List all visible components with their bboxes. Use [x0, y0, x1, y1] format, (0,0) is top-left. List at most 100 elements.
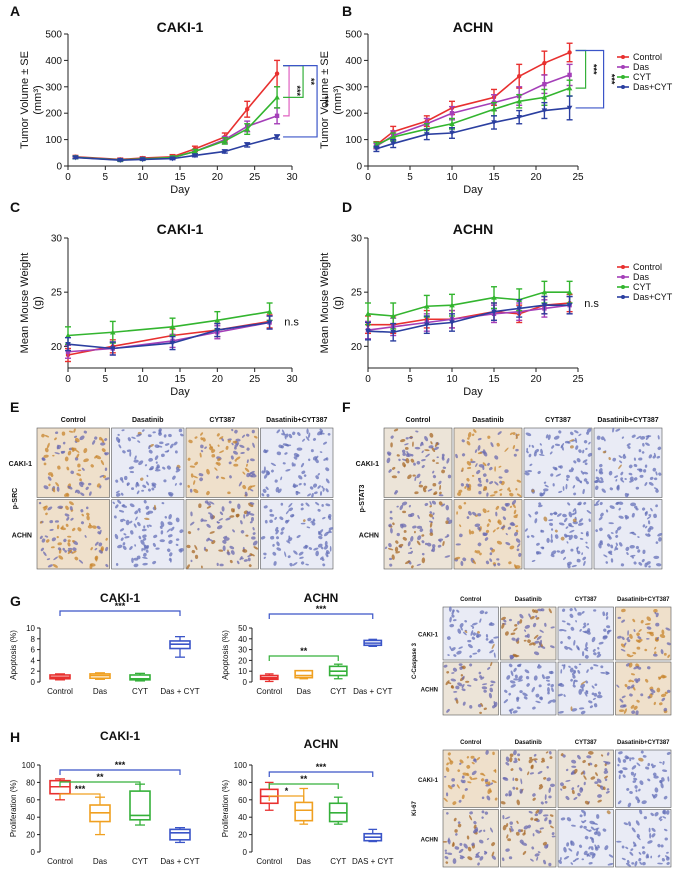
y-tick-label: 0	[31, 848, 36, 857]
y-tick-label: 500	[345, 30, 362, 41]
cell-nucleus	[597, 794, 602, 798]
cell-nucleus	[532, 833, 535, 837]
cell-nucleus	[624, 755, 629, 760]
cell-nucleus	[198, 473, 204, 477]
cell-nucleus	[509, 753, 514, 757]
cell-nucleus	[451, 614, 455, 618]
cell-nucleus	[64, 550, 67, 553]
data-point	[214, 317, 221, 323]
cell-nucleus	[94, 541, 99, 546]
series-line-Das+CYT	[75, 136, 278, 161]
cell-nucleus	[633, 777, 638, 781]
cell-nucleus	[474, 449, 478, 453]
cell-nucleus	[657, 435, 660, 440]
cell-nucleus	[129, 520, 133, 524]
cell-nucleus	[450, 647, 456, 652]
cell-nucleus	[639, 780, 644, 786]
cell-nucleus	[582, 556, 587, 561]
cell-nucleus	[501, 506, 507, 512]
cell-nucleus	[437, 544, 442, 548]
cell-nucleus	[606, 752, 610, 756]
cell-nucleus	[56, 486, 60, 492]
cell-nucleus	[457, 492, 462, 496]
cell-nucleus	[432, 512, 435, 516]
cell-nucleus	[586, 431, 589, 435]
cell-nucleus	[391, 554, 395, 560]
cell-nucleus	[230, 550, 235, 555]
cell-nucleus	[140, 477, 144, 481]
data-point	[65, 349, 71, 354]
cell-nucleus	[276, 451, 282, 456]
cell-nucleus	[606, 625, 611, 629]
cell-nucleus	[527, 639, 531, 644]
cell-nucleus	[614, 545, 617, 551]
y-tick-label: 25	[351, 288, 363, 299]
data-point	[365, 311, 371, 317]
cell-nucleus	[200, 437, 204, 441]
cell-nucleus	[505, 533, 508, 536]
cell-nucleus	[501, 857, 505, 862]
cell-nucleus	[634, 505, 638, 509]
cell-nucleus	[43, 485, 49, 490]
cell-nucleus	[646, 638, 650, 640]
legend-label: Das+CYT	[633, 82, 673, 92]
box	[129, 790, 151, 821]
cell-nucleus	[473, 824, 477, 829]
cell-nucleus	[89, 564, 93, 569]
cell-nucleus	[493, 490, 498, 494]
cell-nucleus	[585, 690, 589, 695]
cell-nucleus	[629, 791, 633, 794]
cell-nucleus	[247, 557, 251, 562]
cell-nucleus	[469, 705, 473, 709]
cell-nucleus	[502, 777, 508, 780]
cell-nucleus	[644, 510, 648, 516]
cell-nucleus	[429, 520, 433, 523]
cell-nucleus	[92, 440, 96, 445]
cell-nucleus	[645, 435, 650, 441]
cell-nucleus	[658, 472, 662, 476]
cell-nucleus	[532, 793, 536, 797]
data-point	[266, 320, 273, 326]
cell-nucleus	[146, 524, 149, 528]
cell-nucleus	[61, 431, 66, 436]
micrograph-column-label: Dasatinib+CYT387	[266, 417, 327, 424]
cell-nucleus	[462, 779, 466, 784]
cell-nucleus	[56, 535, 59, 539]
cell-nucleus	[317, 473, 321, 476]
cell-nucleus	[568, 848, 573, 852]
cell-nucleus	[534, 853, 540, 857]
cell-nucleus	[446, 812, 449, 815]
cell-nucleus	[536, 542, 540, 546]
cell-nucleus	[470, 530, 475, 535]
cell-nucleus	[54, 437, 57, 441]
cell-nucleus	[249, 521, 253, 524]
data-point	[274, 134, 280, 140]
cell-nucleus	[531, 444, 535, 448]
cell-nucleus	[630, 684, 635, 689]
data-point	[390, 330, 396, 336]
cell-nucleus	[475, 550, 481, 554]
cell-nucleus	[619, 769, 624, 774]
cell-nucleus	[600, 436, 605, 440]
cell-nucleus	[559, 465, 563, 469]
legend-marker	[621, 75, 625, 79]
cell-nucleus	[115, 490, 120, 494]
cell-nucleus	[626, 443, 631, 447]
y-tick-label: 60	[26, 796, 35, 805]
cell-nucleus	[546, 679, 550, 682]
cell-nucleus	[104, 467, 108, 471]
panel-letter-E: E	[10, 399, 19, 415]
cell-nucleus	[548, 519, 554, 522]
cell-nucleus	[187, 531, 192, 535]
cell-nucleus	[549, 783, 556, 788]
cell-nucleus	[461, 688, 466, 692]
cell-nucleus	[147, 434, 152, 438]
cell-nucleus	[617, 757, 621, 764]
cell-nucleus	[577, 612, 582, 616]
cell-nucleus	[266, 493, 270, 498]
cell-nucleus	[430, 441, 433, 445]
cell-nucleus	[414, 491, 419, 495]
cell-nucleus	[158, 432, 162, 436]
cell-nucleus	[629, 544, 635, 549]
